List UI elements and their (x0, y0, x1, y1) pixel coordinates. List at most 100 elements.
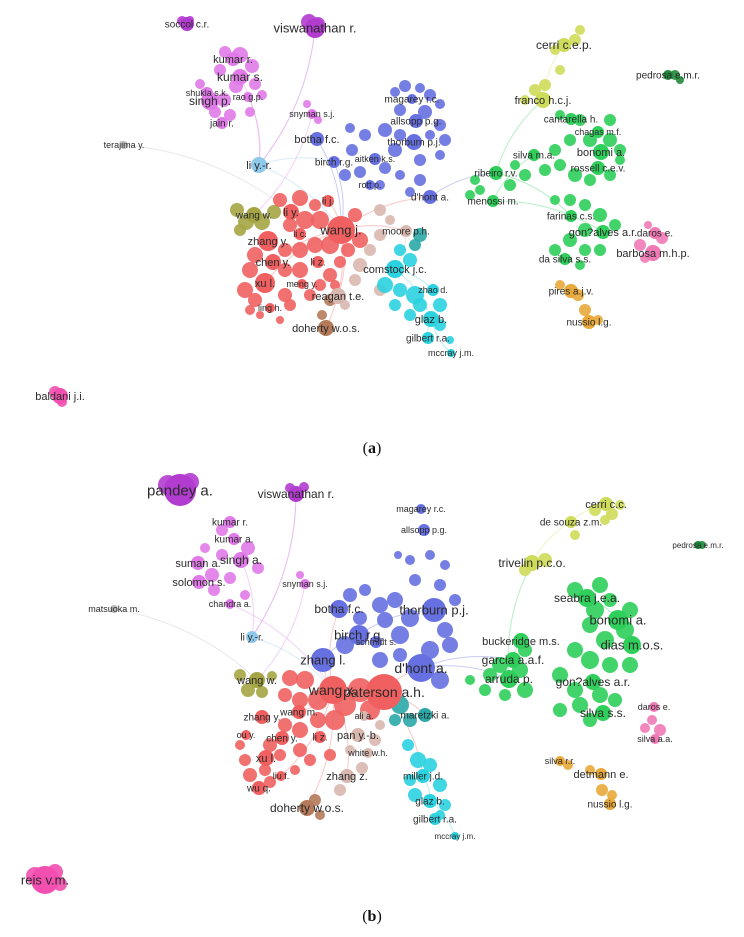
graph-b-node[interactable] (311, 648, 335, 672)
graph-b-node[interactable] (595, 705, 611, 721)
graph-b-node[interactable] (650, 734, 660, 744)
graph-b-node[interactable] (276, 771, 286, 781)
graph-b-node[interactable] (599, 497, 613, 511)
graph-a-node[interactable] (327, 216, 355, 244)
graph-b-node[interactable] (555, 756, 565, 766)
graph-b-node[interactable] (164, 474, 196, 506)
graph-a-node[interactable] (328, 156, 340, 168)
graph-b-node[interactable] (314, 731, 326, 743)
graph-b-node[interactable] (565, 516, 577, 528)
graph-b-node[interactable] (299, 800, 315, 816)
graph-b-node[interactable] (224, 516, 236, 528)
graph-b-node[interactable] (228, 533, 240, 545)
graph-a-node[interactable] (596, 225, 610, 239)
graph-a-node[interactable] (318, 320, 334, 336)
graph-b-node[interactable] (578, 589, 596, 607)
graph-b-node[interactable] (241, 730, 251, 740)
graph-a-node[interactable] (557, 38, 571, 52)
graph-b-node[interactable] (252, 781, 266, 795)
graph-a-node[interactable] (591, 161, 605, 175)
graph-a-node[interactable] (265, 254, 281, 270)
graph-a-node[interactable] (565, 210, 577, 222)
graph-a-node[interactable] (246, 207, 262, 223)
graph-a-node[interactable] (365, 180, 375, 190)
graph-a-node[interactable] (447, 349, 455, 357)
graph-b-node[interactable] (349, 625, 369, 645)
graph-a-node[interactable] (386, 260, 404, 278)
graph-b-node[interactable] (191, 556, 205, 570)
graph-b-node[interactable] (110, 605, 118, 613)
graph-b-node[interactable] (258, 750, 274, 766)
graph-b-node[interactable] (416, 769, 430, 783)
graph-a-node[interactable] (312, 256, 324, 268)
graph-a-node[interactable] (201, 92, 219, 110)
graph-a-node[interactable] (180, 17, 194, 31)
graph-b-node[interactable] (225, 599, 235, 609)
graph-a-node[interactable] (564, 284, 578, 298)
graph-a-node[interactable] (294, 228, 306, 240)
graph-b-node[interactable] (422, 598, 446, 622)
graph-a-node[interactable] (297, 279, 307, 289)
graph-a-node[interactable] (400, 225, 412, 237)
graph-a-node[interactable] (251, 157, 267, 173)
graph-a-node[interactable] (423, 311, 439, 327)
graph-b-node[interactable] (340, 769, 354, 783)
graph-b-node[interactable] (500, 670, 518, 688)
graph-b-node[interactable] (418, 708, 432, 722)
graph-b-node[interactable] (649, 702, 659, 712)
graph-a-node[interactable] (407, 94, 417, 104)
graph-b-node[interactable] (288, 486, 304, 502)
graph-b-node[interactable] (585, 674, 601, 690)
graph-b-node[interactable] (246, 631, 258, 643)
graph-a-node[interactable] (593, 144, 609, 160)
graph-a-node[interactable] (283, 204, 299, 220)
graph-b-node[interactable] (366, 674, 402, 710)
graph-a-node[interactable] (528, 149, 540, 161)
graph-b-node[interactable] (370, 636, 382, 648)
graph-b-node[interactable] (300, 579, 310, 589)
graph-b-node[interactable] (524, 555, 540, 571)
graph-b-node[interactable] (694, 541, 702, 549)
graph-a-node[interactable] (330, 288, 346, 304)
graph-a-node[interactable] (265, 303, 275, 313)
graph-b-node[interactable] (363, 748, 373, 758)
graph-b-node[interactable] (513, 633, 529, 649)
graph-b-node[interactable] (233, 552, 249, 568)
graph-a-node[interactable] (409, 114, 423, 128)
graph-a-node[interactable] (565, 113, 577, 125)
graph-a-node[interactable] (535, 92, 551, 108)
graph-b-node[interactable] (429, 813, 441, 825)
graph-a-node[interactable] (559, 253, 571, 265)
graph-b-node[interactable] (351, 728, 365, 742)
graph-a-node[interactable] (243, 92, 253, 102)
graph-b-node[interactable] (416, 504, 426, 514)
graph-a-node[interactable] (582, 315, 596, 329)
graph-b-node[interactable] (595, 768, 607, 780)
graph-b-node[interactable] (359, 711, 369, 721)
graph-a-node[interactable] (649, 227, 661, 239)
graph-a-node[interactable] (255, 273, 275, 293)
graph-a-node[interactable] (310, 132, 324, 146)
graph-a-node[interactable] (663, 70, 673, 80)
graph-a-node[interactable] (369, 153, 381, 165)
graph-b-node[interactable] (249, 672, 265, 688)
graph-b-node[interactable] (407, 654, 435, 682)
graph-b-node[interactable] (330, 600, 348, 618)
graph-b-node[interactable] (505, 652, 521, 668)
graph-b-node[interactable] (319, 676, 347, 704)
graph-a-node[interactable] (645, 245, 661, 261)
graph-b-node[interactable] (608, 610, 628, 630)
graph-a-node[interactable] (307, 109, 317, 119)
graph-a-node[interactable] (592, 126, 604, 138)
graph-a-node[interactable] (423, 190, 437, 204)
graph-a-node[interactable] (305, 18, 325, 38)
graph-b-node[interactable] (292, 705, 306, 719)
graph-a-node[interactable] (120, 141, 128, 149)
graph-a-node[interactable] (258, 231, 278, 251)
graph-b-node[interactable] (275, 731, 289, 745)
graph-a-node[interactable] (487, 195, 499, 207)
graph-b-node[interactable] (423, 794, 437, 808)
graph-a-node[interactable] (322, 195, 334, 207)
graph-a-node[interactable] (232, 69, 248, 85)
graph-a-node[interactable] (226, 52, 240, 66)
